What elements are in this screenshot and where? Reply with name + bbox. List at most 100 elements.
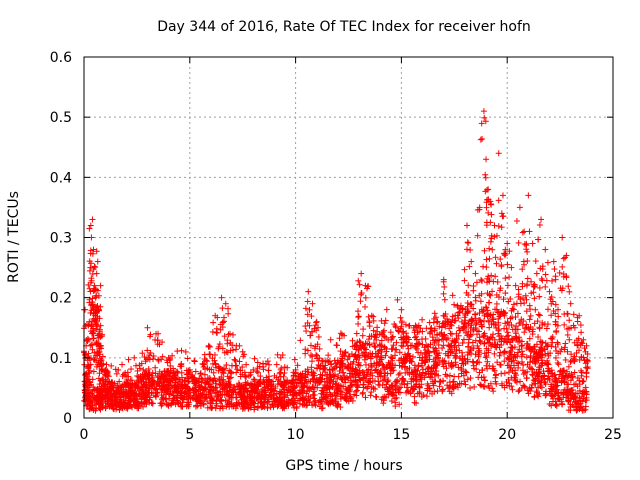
data-point [519, 229, 526, 236]
data-point [232, 357, 239, 364]
data-point [506, 274, 513, 281]
data-point [560, 255, 567, 262]
data-point [564, 331, 571, 338]
data-point [396, 349, 403, 356]
x-tick-label: 20 [498, 427, 516, 443]
data-point [201, 351, 208, 358]
data-point [492, 273, 499, 280]
data-point [546, 288, 553, 295]
data-point [390, 342, 397, 349]
data-point [265, 367, 272, 374]
data-point [368, 312, 375, 319]
data-point [536, 312, 543, 319]
data-point [478, 278, 485, 285]
data-point [226, 375, 233, 382]
data-point [505, 332, 512, 339]
data-point [370, 327, 377, 334]
data-point [440, 290, 447, 297]
data-point [483, 264, 490, 271]
data-point [251, 355, 258, 362]
data-point [471, 383, 478, 390]
data-point [552, 402, 559, 409]
data-point [359, 389, 366, 396]
data-point [419, 316, 426, 323]
data-point [497, 349, 504, 356]
data-point [373, 336, 380, 343]
data-point [495, 197, 502, 204]
data-point [370, 385, 377, 392]
data-point [484, 358, 491, 365]
data-point [582, 384, 589, 391]
data-point [394, 296, 401, 303]
data-point [526, 302, 533, 309]
data-point [360, 326, 367, 333]
data-point [475, 374, 482, 381]
data-point [559, 234, 566, 241]
y-tick-label: 0.4 [50, 170, 72, 186]
data-point [515, 286, 522, 293]
y-tick-label: 0.2 [50, 291, 72, 307]
data-point [495, 327, 502, 334]
data-point [489, 246, 496, 253]
data-point [483, 256, 490, 263]
data-point [210, 369, 217, 376]
data-point [225, 310, 232, 317]
data-point [368, 389, 375, 396]
chart-title: Day 344 of 2016, Rate Of TEC Index for r… [157, 19, 531, 35]
data-point [103, 361, 110, 368]
data-point [566, 288, 573, 295]
data-point [561, 321, 568, 328]
data-point [340, 369, 347, 376]
data-point [108, 362, 115, 369]
data-point [174, 348, 181, 355]
data-point [559, 263, 566, 270]
data-point [197, 370, 204, 377]
data-point [291, 356, 298, 363]
data-point [230, 331, 237, 338]
data-point [451, 301, 458, 308]
data-point [297, 337, 304, 344]
data-point [477, 136, 484, 143]
y-tick-label: 0.3 [50, 231, 72, 247]
data-point [467, 246, 474, 253]
data-point [496, 361, 503, 368]
data-point [556, 269, 563, 276]
data-point [462, 381, 469, 388]
data-point [433, 332, 440, 339]
data-point [567, 358, 574, 365]
data-point [276, 370, 283, 377]
data-point [461, 277, 468, 284]
data-point [326, 358, 333, 365]
data-point [455, 364, 462, 371]
data-point [526, 326, 533, 333]
data-point [476, 310, 483, 317]
data-point [504, 240, 511, 247]
data-point [313, 351, 320, 358]
data-point [526, 228, 533, 235]
data-point [216, 341, 223, 348]
data-point [221, 318, 228, 325]
data-point [532, 258, 539, 265]
data-point [391, 352, 398, 359]
data-point [483, 156, 490, 163]
data-point [507, 315, 514, 322]
data-point [310, 388, 317, 395]
data-point [501, 370, 508, 377]
data-point [144, 324, 151, 331]
data-point [579, 398, 586, 405]
data-point [484, 365, 491, 372]
data-point [213, 329, 220, 336]
data-point [496, 313, 503, 320]
data-point [516, 387, 523, 394]
data-point [206, 351, 213, 358]
data-point [544, 259, 551, 266]
data-point [464, 376, 471, 383]
data-point [243, 361, 250, 368]
data-point [495, 150, 502, 157]
data-point [355, 277, 362, 284]
data-point [250, 376, 257, 383]
data-point [426, 319, 433, 326]
data-point [149, 400, 156, 407]
data-point [494, 278, 501, 285]
data-point [453, 353, 460, 360]
